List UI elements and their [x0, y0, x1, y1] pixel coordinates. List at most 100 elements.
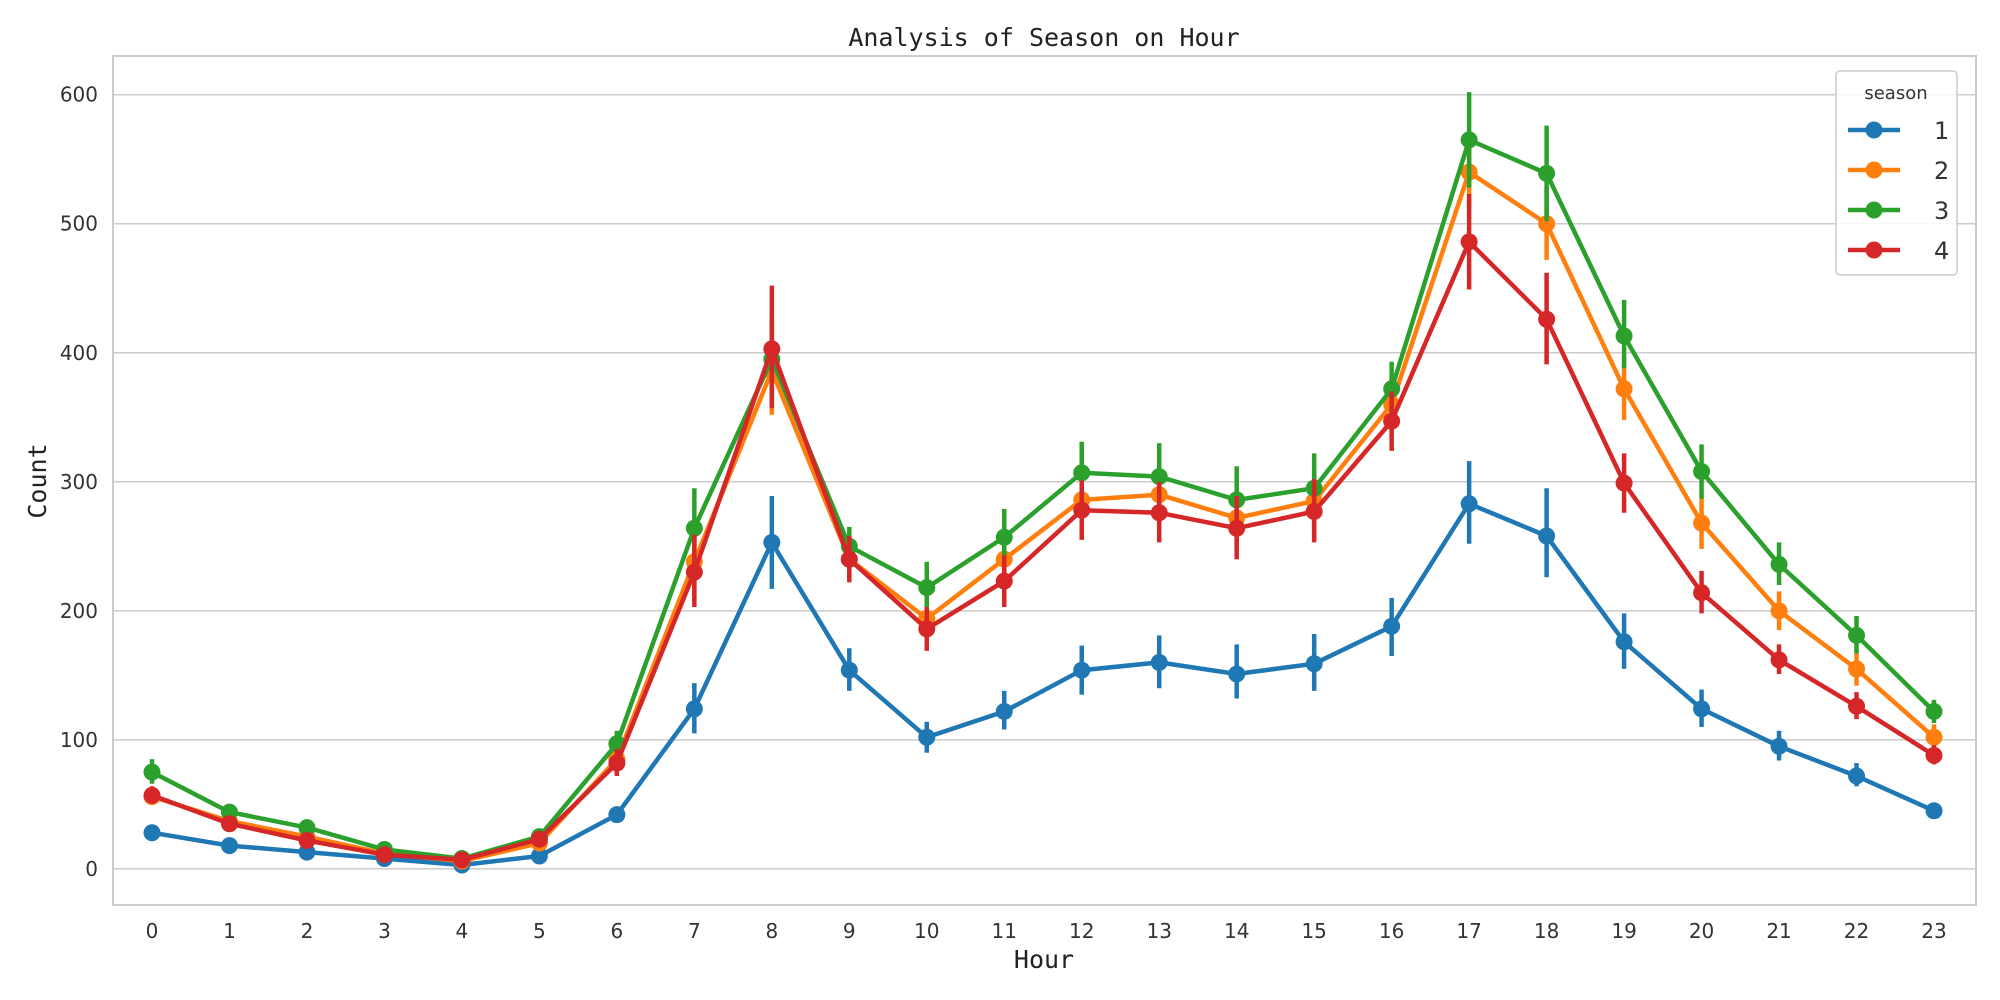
data-point — [1925, 746, 1943, 764]
data-point — [453, 851, 471, 869]
legend-entry-1: 1 — [1848, 117, 1949, 145]
y-tick-labels: 0 100 200 300 400 500 600 — [60, 83, 98, 881]
data-point — [530, 847, 548, 865]
x-tick-label: 8 — [765, 919, 778, 943]
legend-entry-4: 4 — [1848, 237, 1949, 265]
data-point — [685, 563, 703, 581]
legend-box — [1835, 70, 1958, 276]
data-point — [1770, 602, 1788, 620]
data-point — [995, 702, 1013, 720]
data-point — [1693, 514, 1711, 532]
legend-title: season — [1864, 83, 1927, 104]
data-point — [840, 550, 858, 568]
data-point — [1150, 468, 1168, 486]
data-point — [840, 661, 858, 679]
x-axis-label: Hour — [1014, 945, 1074, 974]
data-point — [918, 579, 936, 597]
data-point — [1073, 464, 1091, 482]
data-point — [608, 754, 626, 772]
x-tick-label: 7 — [688, 919, 701, 943]
data-point — [1770, 651, 1788, 669]
data-point — [685, 700, 703, 718]
data-point — [1615, 327, 1633, 345]
data-point — [1383, 412, 1401, 430]
legend-marker — [1865, 121, 1883, 139]
data-point — [1693, 462, 1711, 480]
legend: season 1 2 3 4 — [1835, 70, 1958, 276]
y-tick-label: 400 — [60, 341, 98, 365]
y-tick-label: 0 — [85, 857, 98, 881]
x-tick-label: 2 — [301, 919, 314, 943]
data-point — [763, 533, 781, 551]
legend-label: 2 — [1934, 157, 1949, 185]
x-tick-label: 14 — [1224, 919, 1249, 943]
series-1 — [143, 461, 1943, 874]
series-line — [151, 501, 1935, 868]
x-tick-label: 21 — [1766, 919, 1791, 943]
legend-marker — [1865, 161, 1883, 179]
data-point — [1848, 626, 1866, 644]
data-point — [1848, 767, 1866, 785]
y-tick-label: 500 — [60, 212, 98, 236]
series-line — [151, 239, 1936, 863]
x-tick-label: 11 — [992, 919, 1017, 943]
x-tick-labels: 0 1 2 3 4 5 6 7 8 9 10 11 12 13 14 15 16 17 18 19 20 21 22 23 — [146, 919, 1947, 943]
data-point — [1615, 474, 1633, 492]
data-point — [1538, 310, 1556, 328]
data-point — [1073, 661, 1091, 679]
x-tick-label: 20 — [1689, 919, 1714, 943]
legend-entry-2: 2 — [1848, 157, 1949, 185]
data-point — [143, 786, 161, 804]
x-tick-label: 10 — [914, 919, 939, 943]
data-point — [1538, 215, 1556, 233]
data-point — [918, 620, 936, 638]
data-point — [1228, 519, 1246, 537]
data-point — [1073, 501, 1091, 519]
x-tick-label: 9 — [843, 919, 856, 943]
x-tick-label: 13 — [1146, 919, 1171, 943]
x-tick-label: 18 — [1534, 919, 1559, 943]
data-point — [143, 824, 161, 842]
data-point — [1925, 802, 1943, 820]
series-layer — [143, 92, 1943, 874]
data-point — [298, 819, 316, 837]
x-tick-label: 1 — [223, 919, 236, 943]
x-tick-label: 6 — [611, 919, 624, 943]
data-point — [1460, 131, 1478, 149]
plot-area-frame — [112, 55, 1977, 906]
data-point — [1305, 655, 1323, 673]
data-point — [220, 815, 238, 833]
x-tick-label: 0 — [146, 919, 159, 943]
legend-label: 3 — [1934, 197, 1949, 225]
y-tick-label: 100 — [60, 728, 98, 752]
legend-entry-3: 3 — [1848, 197, 1949, 225]
data-point — [763, 340, 781, 358]
y-tick-label: 600 — [60, 83, 98, 107]
data-point — [1150, 653, 1168, 671]
data-point — [1615, 380, 1633, 398]
data-point — [1460, 233, 1478, 251]
x-tick-label: 5 — [533, 919, 546, 943]
y-axis-label: Count — [23, 443, 52, 518]
data-point — [143, 763, 161, 781]
data-point — [298, 843, 316, 861]
data-point — [298, 831, 316, 849]
data-point — [220, 803, 238, 821]
data-point — [995, 572, 1013, 590]
x-tick-label: 17 — [1456, 919, 1481, 943]
x-tick-label: 19 — [1611, 919, 1636, 943]
data-point — [685, 519, 703, 537]
y-tick-label: 300 — [60, 470, 98, 494]
x-tick-label: 4 — [456, 919, 469, 943]
legend-marker — [1865, 201, 1883, 219]
data-point — [1538, 527, 1556, 545]
data-point — [220, 837, 238, 855]
series-4 — [143, 194, 1943, 869]
data-point — [918, 728, 936, 746]
data-point — [1770, 555, 1788, 573]
data-point — [1693, 700, 1711, 718]
data-point — [1925, 728, 1943, 746]
legend-label: 4 — [1934, 237, 1949, 265]
chart-title: Analysis of Season on Hour — [848, 23, 1239, 52]
data-point — [1615, 633, 1633, 651]
